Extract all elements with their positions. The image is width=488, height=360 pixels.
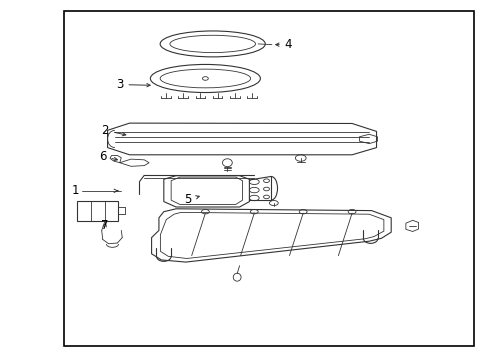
Text: 6: 6 <box>99 150 117 163</box>
Text: 4: 4 <box>275 38 292 51</box>
Bar <box>63 11 473 346</box>
Bar <box>77 201 118 221</box>
Text: 3: 3 <box>116 78 150 91</box>
Text: 2: 2 <box>101 124 125 137</box>
Text: 5: 5 <box>184 193 199 206</box>
Text: 1: 1 <box>72 184 80 197</box>
Text: 7: 7 <box>101 219 109 231</box>
